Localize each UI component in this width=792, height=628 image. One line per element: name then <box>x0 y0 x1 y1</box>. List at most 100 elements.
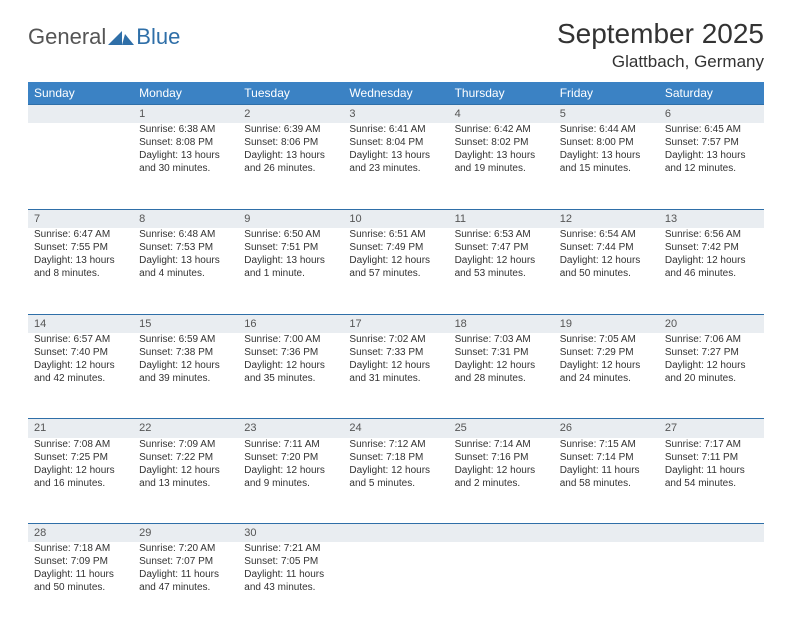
day-number: 7 <box>28 209 133 228</box>
cell-line: Sunrise: 7:11 AM <box>244 438 337 451</box>
day-cell: Sunrise: 6:59 AMSunset: 7:38 PMDaylight:… <box>133 333 238 419</box>
cell-line: Sunset: 7:49 PM <box>349 241 442 254</box>
day-header: Saturday <box>659 82 764 105</box>
cell-line: Sunrise: 6:56 AM <box>665 228 758 241</box>
content-row: Sunrise: 6:57 AMSunset: 7:40 PMDaylight:… <box>28 333 764 419</box>
cell-line: Sunrise: 7:18 AM <box>34 542 127 555</box>
cell-line: Sunrise: 7:14 AM <box>455 438 548 451</box>
day-cell: Sunrise: 6:51 AMSunset: 7:49 PMDaylight:… <box>343 228 448 314</box>
day-number <box>343 524 448 543</box>
day-number: 26 <box>554 419 659 438</box>
cell-line: Daylight: 12 hours and 28 minutes. <box>455 359 548 385</box>
cell-line: Sunset: 7:14 PM <box>560 451 653 464</box>
day-cell: Sunrise: 7:11 AMSunset: 7:20 PMDaylight:… <box>238 438 343 524</box>
cell-line: Daylight: 13 hours and 12 minutes. <box>665 149 758 175</box>
day-cell: Sunrise: 7:06 AMSunset: 7:27 PMDaylight:… <box>659 333 764 419</box>
cell-line: Sunset: 8:02 PM <box>455 136 548 149</box>
day-cell: Sunrise: 6:42 AMSunset: 8:02 PMDaylight:… <box>449 123 554 209</box>
day-cell: Sunrise: 6:48 AMSunset: 7:53 PMDaylight:… <box>133 228 238 314</box>
day-cell: Sunrise: 6:38 AMSunset: 8:08 PMDaylight:… <box>133 123 238 209</box>
cell-line: Sunrise: 7:06 AM <box>665 333 758 346</box>
location: Glattbach, Germany <box>557 52 764 72</box>
cell-line: Sunset: 7:55 PM <box>34 241 127 254</box>
day-cell: Sunrise: 6:53 AMSunset: 7:47 PMDaylight:… <box>449 228 554 314</box>
title-block: September 2025 Glattbach, Germany <box>557 18 764 72</box>
cell-line: Daylight: 13 hours and 1 minute. <box>244 254 337 280</box>
cell-line: Daylight: 12 hours and 57 minutes. <box>349 254 442 280</box>
day-cell: Sunrise: 7:12 AMSunset: 7:18 PMDaylight:… <box>343 438 448 524</box>
day-number: 25 <box>449 419 554 438</box>
cell-line: Sunrise: 6:45 AM <box>665 123 758 136</box>
cell-line: Daylight: 13 hours and 26 minutes. <box>244 149 337 175</box>
day-number: 16 <box>238 314 343 333</box>
cell-line: Daylight: 12 hours and 35 minutes. <box>244 359 337 385</box>
cell-line: Daylight: 13 hours and 19 minutes. <box>455 149 548 175</box>
cell-line: Sunrise: 6:42 AM <box>455 123 548 136</box>
cell-line: Sunset: 7:42 PM <box>665 241 758 254</box>
day-cell: Sunrise: 6:56 AMSunset: 7:42 PMDaylight:… <box>659 228 764 314</box>
cell-line: Sunset: 7:51 PM <box>244 241 337 254</box>
day-number <box>449 524 554 543</box>
cell-line: Sunset: 8:08 PM <box>139 136 232 149</box>
day-cell: Sunrise: 7:02 AMSunset: 7:33 PMDaylight:… <box>343 333 448 419</box>
day-header: Thursday <box>449 82 554 105</box>
cell-line: Daylight: 12 hours and 42 minutes. <box>34 359 127 385</box>
day-number: 3 <box>343 105 448 124</box>
cell-line: Sunset: 7:07 PM <box>139 555 232 568</box>
day-header-row: Sunday Monday Tuesday Wednesday Thursday… <box>28 82 764 105</box>
cell-line: Sunrise: 6:41 AM <box>349 123 442 136</box>
daynum-row: 14151617181920 <box>28 314 764 333</box>
cell-line: Daylight: 12 hours and 16 minutes. <box>34 464 127 490</box>
calendar-table: Sunday Monday Tuesday Wednesday Thursday… <box>28 82 764 628</box>
cell-line: Daylight: 11 hours and 54 minutes. <box>665 464 758 490</box>
cell-line: Daylight: 11 hours and 43 minutes. <box>244 568 337 594</box>
header: General Blue September 2025 Glattbach, G… <box>28 18 764 72</box>
cell-line: Sunset: 7:05 PM <box>244 555 337 568</box>
cell-line: Daylight: 13 hours and 8 minutes. <box>34 254 127 280</box>
cell-line: Sunrise: 7:15 AM <box>560 438 653 451</box>
cell-line: Sunset: 7:44 PM <box>560 241 653 254</box>
cell-line: Sunrise: 7:02 AM <box>349 333 442 346</box>
cell-line: Daylight: 12 hours and 46 minutes. <box>665 254 758 280</box>
logo-text-blue: Blue <box>136 24 180 50</box>
cell-line: Daylight: 11 hours and 47 minutes. <box>139 568 232 594</box>
day-number: 11 <box>449 209 554 228</box>
day-number: 15 <box>133 314 238 333</box>
day-number: 23 <box>238 419 343 438</box>
cell-line: Sunset: 7:16 PM <box>455 451 548 464</box>
cell-line: Sunset: 7:09 PM <box>34 555 127 568</box>
day-number <box>659 524 764 543</box>
logo-mark-icon <box>108 27 134 47</box>
day-header: Tuesday <box>238 82 343 105</box>
day-cell: Sunrise: 6:44 AMSunset: 8:00 PMDaylight:… <box>554 123 659 209</box>
cell-line: Sunset: 7:22 PM <box>139 451 232 464</box>
daynum-row: 78910111213 <box>28 209 764 228</box>
day-number: 18 <box>449 314 554 333</box>
day-cell <box>659 542 764 628</box>
cell-line: Sunset: 7:11 PM <box>665 451 758 464</box>
day-cell: Sunrise: 6:39 AMSunset: 8:06 PMDaylight:… <box>238 123 343 209</box>
content-row: Sunrise: 6:47 AMSunset: 7:55 PMDaylight:… <box>28 228 764 314</box>
cell-line: Daylight: 12 hours and 31 minutes. <box>349 359 442 385</box>
cell-line: Daylight: 12 hours and 13 minutes. <box>139 464 232 490</box>
cell-line: Sunrise: 7:05 AM <box>560 333 653 346</box>
cell-line: Daylight: 13 hours and 30 minutes. <box>139 149 232 175</box>
day-cell <box>554 542 659 628</box>
cell-line: Daylight: 13 hours and 15 minutes. <box>560 149 653 175</box>
cell-line: Sunrise: 7:03 AM <box>455 333 548 346</box>
day-cell: Sunrise: 7:03 AMSunset: 7:31 PMDaylight:… <box>449 333 554 419</box>
day-number: 24 <box>343 419 448 438</box>
cell-line: Sunset: 8:04 PM <box>349 136 442 149</box>
day-header: Sunday <box>28 82 133 105</box>
cell-line: Daylight: 11 hours and 58 minutes. <box>560 464 653 490</box>
cell-line: Sunrise: 6:50 AM <box>244 228 337 241</box>
day-cell: Sunrise: 7:20 AMSunset: 7:07 PMDaylight:… <box>133 542 238 628</box>
day-number: 4 <box>449 105 554 124</box>
cell-line: Sunrise: 7:21 AM <box>244 542 337 555</box>
day-cell: Sunrise: 7:14 AMSunset: 7:16 PMDaylight:… <box>449 438 554 524</box>
day-number: 13 <box>659 209 764 228</box>
cell-line: Sunrise: 6:54 AM <box>560 228 653 241</box>
day-number: 6 <box>659 105 764 124</box>
day-number: 21 <box>28 419 133 438</box>
cell-line: Sunrise: 7:08 AM <box>34 438 127 451</box>
